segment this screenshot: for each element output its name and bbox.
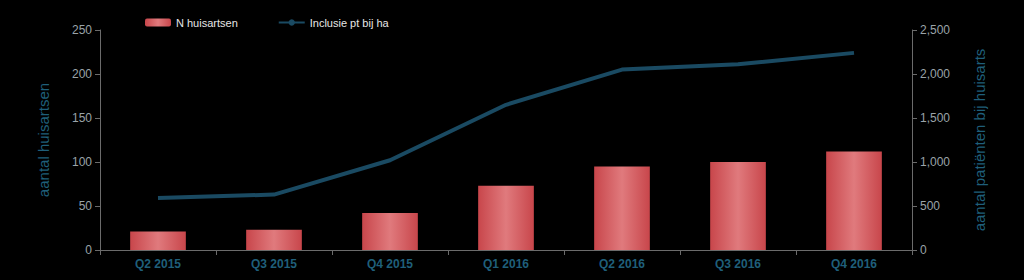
svg-text:Q4 2015: Q4 2015 [367, 257, 413, 271]
svg-text:N huisartsen: N huisartsen [176, 17, 238, 29]
svg-text:0: 0 [85, 243, 92, 257]
svg-text:250: 250 [72, 23, 92, 37]
svg-text:aantal patiënten bij huisarts: aantal patiënten bij huisarts [971, 49, 988, 232]
svg-text:aantal huisartsen: aantal huisartsen [35, 83, 52, 197]
svg-text:0: 0 [920, 243, 927, 257]
svg-text:200: 200 [72, 67, 92, 81]
svg-text:1,500: 1,500 [920, 111, 950, 125]
svg-text:Q2 2016: Q2 2016 [599, 257, 645, 271]
svg-text:1,000: 1,000 [920, 155, 950, 169]
svg-text:50: 50 [79, 199, 93, 213]
svg-text:Inclusie pt bij ha: Inclusie pt bij ha [310, 17, 390, 29]
svg-text:Q2 2015: Q2 2015 [135, 257, 181, 271]
svg-text:150: 150 [72, 111, 92, 125]
svg-text:Q3 2015: Q3 2015 [251, 257, 297, 271]
svg-text:100: 100 [72, 155, 92, 169]
svg-text:Q1 2016: Q1 2016 [483, 257, 529, 271]
svg-text:2,000: 2,000 [920, 67, 950, 81]
svg-text:Q4 2016: Q4 2016 [831, 257, 877, 271]
svg-text:500: 500 [920, 199, 940, 213]
svg-text:Q3 2016: Q3 2016 [715, 257, 761, 271]
svg-text:2,500: 2,500 [920, 23, 950, 37]
